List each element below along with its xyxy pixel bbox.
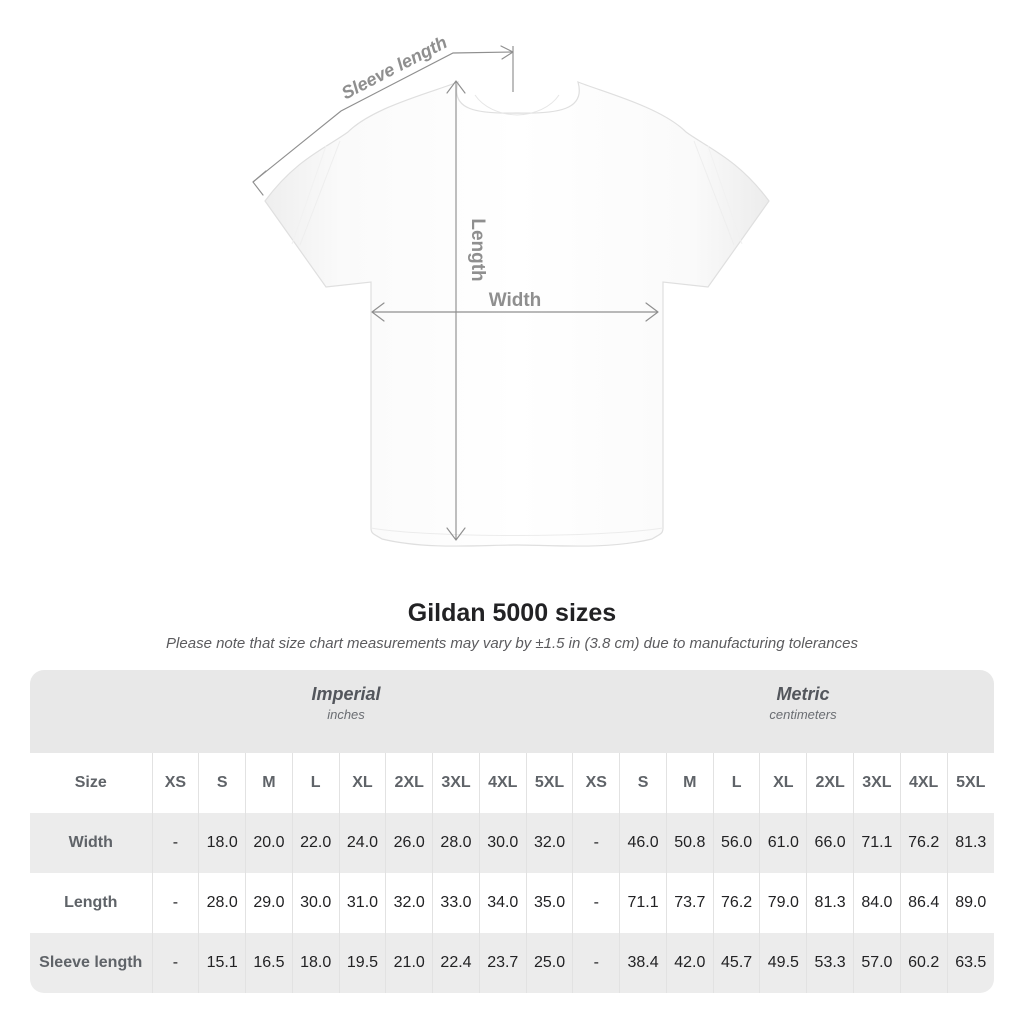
svg-text:Width: Width	[489, 290, 542, 311]
svg-text:Length: Length	[467, 218, 488, 281]
